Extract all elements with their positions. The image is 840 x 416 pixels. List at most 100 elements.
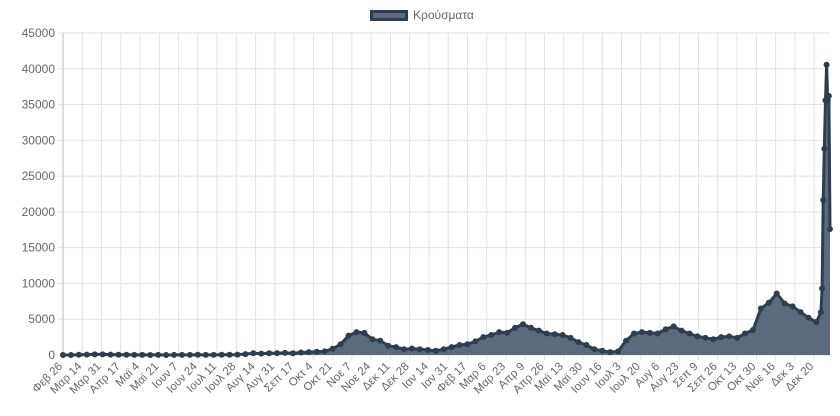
data-point <box>678 327 685 334</box>
data-point <box>607 349 614 356</box>
data-point <box>742 330 749 337</box>
data-point <box>820 197 827 204</box>
data-point <box>823 61 830 68</box>
data-point <box>258 350 265 357</box>
data-point <box>496 329 503 336</box>
legend-label: Κρούσματα <box>413 8 474 22</box>
series-area <box>63 64 830 356</box>
data-point <box>163 351 170 358</box>
data-point <box>353 329 360 336</box>
y-tick-label: 45000 <box>22 26 56 40</box>
data-point <box>408 345 415 352</box>
data-point <box>638 329 645 336</box>
y-tick-label: 15000 <box>22 241 56 255</box>
data-point <box>234 351 241 358</box>
data-point <box>765 299 772 306</box>
data-point <box>464 341 471 348</box>
data-point <box>83 351 90 358</box>
data-point <box>297 349 304 356</box>
y-tick-label: 10000 <box>22 276 56 290</box>
data-point <box>424 346 431 353</box>
series-line <box>63 63 832 357</box>
data-point <box>488 331 495 338</box>
data-point <box>456 341 463 348</box>
data-point <box>734 334 741 341</box>
data-point <box>781 300 788 307</box>
data-point <box>393 344 400 351</box>
data-point <box>321 348 328 355</box>
y-tick-label: 20000 <box>22 205 56 219</box>
data-point <box>504 329 511 336</box>
data-point <box>559 331 566 338</box>
data-point <box>670 323 677 330</box>
data-point <box>202 351 209 358</box>
data-point <box>75 351 82 358</box>
data-point <box>131 351 138 358</box>
data-point <box>623 337 630 344</box>
data-point <box>686 330 693 337</box>
data-point <box>440 346 447 353</box>
y-tick-label: 30000 <box>22 133 56 147</box>
data-point <box>825 92 832 99</box>
data-point <box>567 334 574 341</box>
y-tick-label: 0 <box>48 348 55 362</box>
data-point <box>171 351 178 358</box>
data-point <box>718 334 725 341</box>
y-tick-label: 35000 <box>22 98 56 112</box>
data-point <box>305 349 312 356</box>
data-point <box>178 351 185 358</box>
data-point <box>575 339 582 346</box>
data-point <box>551 331 558 338</box>
data-point <box>99 351 106 358</box>
data-point <box>313 348 320 355</box>
data-point <box>710 336 717 343</box>
data-point <box>535 327 542 334</box>
data-point <box>147 351 154 358</box>
data-point <box>401 346 408 353</box>
data-point <box>789 303 796 310</box>
data-point <box>615 348 622 355</box>
y-tick-label: 5000 <box>28 312 55 326</box>
data-point <box>702 334 709 341</box>
data-point <box>345 332 352 339</box>
data-point <box>805 314 812 321</box>
data-point <box>527 324 534 331</box>
data-point <box>813 319 820 326</box>
data-point <box>377 337 384 344</box>
data-point <box>827 226 833 233</box>
data-point <box>821 145 828 152</box>
data-point <box>274 350 281 357</box>
legend-swatch <box>370 9 408 21</box>
data-point <box>329 345 336 352</box>
data-point <box>654 330 661 337</box>
data-point <box>289 350 296 357</box>
data-point <box>194 351 201 358</box>
data-point <box>337 341 344 348</box>
data-point <box>749 326 756 333</box>
data-point <box>797 309 804 316</box>
data-point <box>218 351 225 358</box>
data-point <box>123 351 130 358</box>
data-point <box>480 334 487 341</box>
data-point <box>242 351 249 358</box>
data-point <box>726 333 733 340</box>
y-tick-label: 25000 <box>22 169 56 183</box>
data-point <box>361 329 368 336</box>
legend[interactable]: Κρούσματα <box>370 8 474 22</box>
data-point <box>583 341 590 348</box>
data-point <box>662 326 669 333</box>
data-point <box>599 347 606 354</box>
data-point <box>266 350 273 357</box>
data-point <box>817 309 824 316</box>
data-point <box>385 342 392 349</box>
data-point <box>819 285 826 292</box>
data-point <box>115 351 122 358</box>
data-point <box>91 351 98 358</box>
data-point <box>139 351 146 358</box>
data-point <box>512 324 519 331</box>
data-point <box>519 321 526 328</box>
data-point <box>67 351 74 358</box>
data-point <box>282 349 289 356</box>
data-point <box>226 351 233 358</box>
